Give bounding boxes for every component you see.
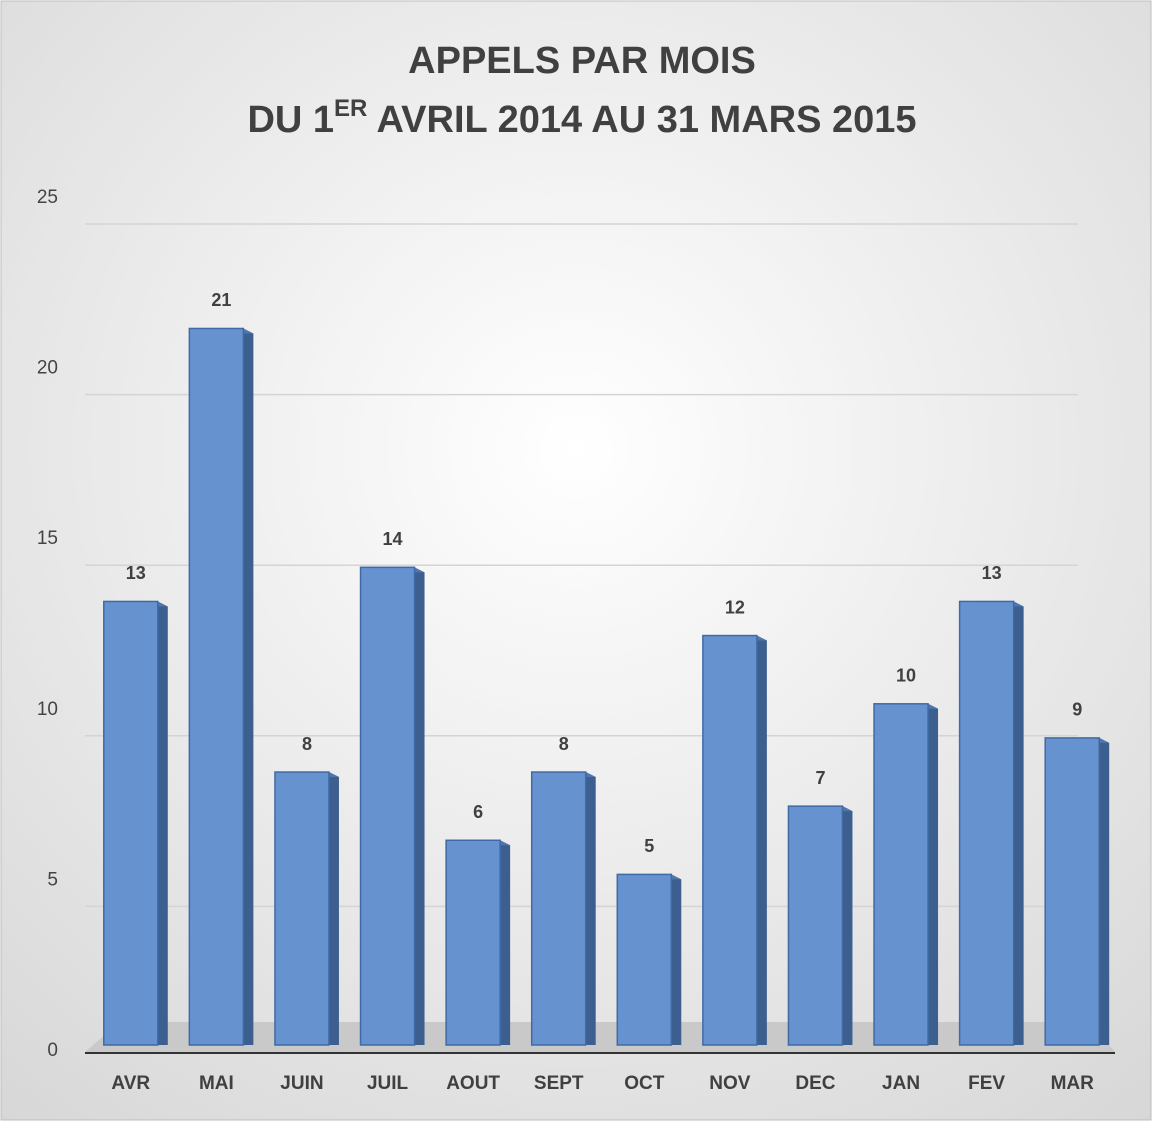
data-label: 6 xyxy=(473,802,483,822)
bar xyxy=(530,771,587,1046)
y-tick-label: 0 xyxy=(47,1040,58,1061)
y-tick-label: 20 xyxy=(37,358,58,379)
x-tick-label: MAI xyxy=(199,1073,234,1094)
x-tick-label: MAR xyxy=(1051,1073,1095,1094)
data-label: 8 xyxy=(302,734,312,754)
bar-side xyxy=(928,703,939,1045)
bar xyxy=(702,634,758,1046)
bar xyxy=(188,327,245,1046)
bar xyxy=(616,873,673,1046)
chart-title: APPELS PAR MOIS xyxy=(408,40,756,82)
bar-side xyxy=(671,874,682,1045)
bar xyxy=(274,771,330,1046)
x-tick-label: SEPT xyxy=(534,1073,584,1094)
bar-side xyxy=(500,840,511,1045)
x-tick-label: FEV xyxy=(968,1073,1005,1094)
bar-side xyxy=(1013,601,1024,1045)
y-tick-label: 5 xyxy=(47,869,58,890)
data-label: 7 xyxy=(815,768,825,788)
bar xyxy=(359,566,416,1046)
x-tick-label: NOV xyxy=(709,1073,751,1094)
bar xyxy=(445,839,501,1046)
data-label: 13 xyxy=(982,563,1002,583)
y-tick-label: 15 xyxy=(37,528,58,549)
bar-side xyxy=(328,772,339,1045)
x-tick-label: AVR xyxy=(111,1073,150,1094)
bar-side xyxy=(414,567,425,1045)
bar xyxy=(1044,737,1100,1046)
bar-side xyxy=(842,806,853,1045)
bar xyxy=(787,805,844,1046)
y-tick-label: 10 xyxy=(37,699,58,720)
floor xyxy=(85,1022,1115,1052)
title-part: DU 1 xyxy=(247,99,334,141)
data-label: 21 xyxy=(211,290,231,310)
x-tick-label: JAN xyxy=(882,1073,920,1094)
data-label: 9 xyxy=(1072,700,1082,720)
x-tick-label: JUIL xyxy=(367,1073,409,1094)
bar-side xyxy=(585,772,596,1045)
data-label: 8 xyxy=(559,734,569,754)
bar-side xyxy=(243,328,254,1046)
y-tick-label: 25 xyxy=(37,187,58,208)
data-label: 5 xyxy=(644,836,654,856)
data-label: 14 xyxy=(383,529,403,549)
x-tick-label: DEC xyxy=(795,1073,835,1094)
data-label: 10 xyxy=(896,666,916,686)
x-tick-label: JUIN xyxy=(280,1073,323,1094)
title-superscript: ER xyxy=(334,95,367,122)
bar xyxy=(958,600,1015,1046)
data-label: 13 xyxy=(126,563,146,583)
x-tick-label: OCT xyxy=(624,1073,665,1094)
bar xyxy=(103,600,159,1046)
data-label: 12 xyxy=(725,597,745,617)
bar xyxy=(873,703,929,1046)
chart-title: DU 1ER AVRIL 2014 AU 31 MARS 2015 xyxy=(247,95,916,141)
x-tick-label: AOUT xyxy=(446,1073,500,1094)
bar-side xyxy=(756,635,767,1045)
bar-side xyxy=(1099,737,1110,1045)
title-part: AVRIL 2014 AU 31 MARS 2015 xyxy=(367,99,916,141)
bar-side xyxy=(157,601,168,1045)
